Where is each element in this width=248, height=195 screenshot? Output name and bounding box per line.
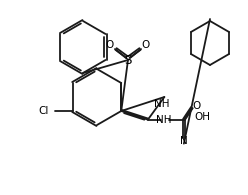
Text: OH: OH	[194, 112, 210, 122]
Text: O: O	[193, 101, 201, 111]
Text: S: S	[124, 53, 132, 66]
Text: NH: NH	[154, 99, 169, 109]
Text: O: O	[142, 40, 150, 50]
Text: N: N	[180, 136, 188, 146]
Text: NH: NH	[156, 115, 172, 125]
Text: Cl: Cl	[38, 106, 49, 116]
Text: O: O	[106, 40, 114, 50]
